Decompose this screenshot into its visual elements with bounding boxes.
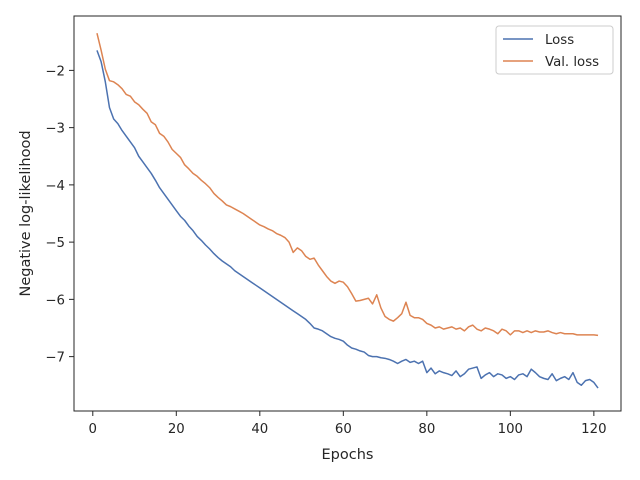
- y-axis-ticks: −2 −3 −4 −5 −6 −7: [45, 64, 74, 366]
- x-tick-label: 120: [581, 422, 606, 437]
- y-tick-label: −6: [45, 293, 65, 308]
- y-tick-label: −2: [45, 64, 65, 79]
- x-tick-label: 40: [251, 422, 268, 437]
- legend-label-loss: Loss: [545, 33, 574, 48]
- legend-box: [495, 25, 614, 75]
- plot-frame: [73, 15, 622, 412]
- x-axis-ticks: 0 20 40 60 80 100 120: [89, 411, 607, 437]
- y-tick-label: −5: [45, 236, 65, 251]
- x-tick-label: 20: [168, 422, 185, 437]
- x-tick-label: 60: [335, 422, 352, 437]
- series-line-val-loss: [96, 32, 599, 337]
- x-tick-label: 100: [498, 422, 523, 437]
- legend: Loss Val. loss: [495, 25, 614, 75]
- series-line-loss: [96, 50, 599, 389]
- legend-label-val-loss: Val. loss: [545, 55, 599, 70]
- x-tick-label: 80: [418, 422, 435, 437]
- y-tick-label: −7: [45, 351, 65, 366]
- x-axis-label: Epochs: [322, 447, 374, 463]
- y-axis-label: Negative log-likelihood: [18, 130, 34, 296]
- y-tick-label: −4: [45, 179, 65, 194]
- x-tick-label: 0: [89, 422, 97, 437]
- plot-lines: [96, 32, 599, 389]
- y-tick-label: −3: [45, 122, 65, 137]
